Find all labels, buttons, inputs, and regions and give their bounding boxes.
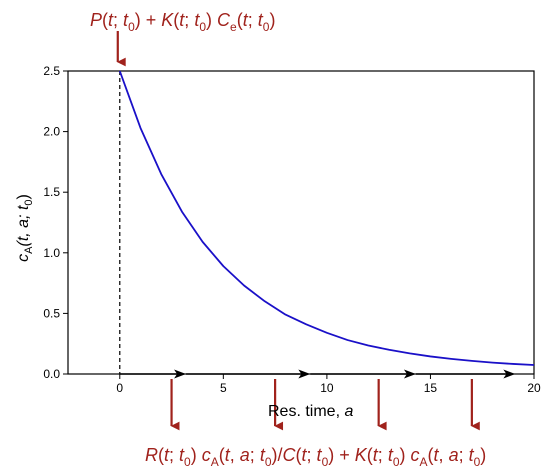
equation-token: , (439, 445, 449, 465)
equation-token: 0 (322, 455, 329, 469)
equation-token: 0 (199, 20, 206, 34)
equation-token: t (194, 10, 200, 30)
equation-token: t (258, 10, 264, 30)
equation-token: ; (184, 10, 194, 30)
equation-token: ( (102, 10, 108, 30)
x-tick-label: 5 (220, 381, 227, 395)
y-tick-label: 0.0 (43, 367, 60, 381)
equation-token: C (217, 10, 231, 30)
equation-token: ) + (328, 445, 355, 465)
equation-token: t (179, 445, 185, 465)
y-axis-ticks: 0.0 0.5 1.0 1.5 2.0 2.5 (43, 64, 68, 381)
flow-arrow-head (403, 369, 416, 379)
equation-token: ; (307, 445, 317, 465)
flow-arrow-head (503, 369, 516, 379)
y-tick-label: 2.0 (43, 125, 60, 139)
equation-token: ; (459, 445, 469, 465)
equation-token: ( (428, 445, 434, 465)
equation-token: ) (206, 10, 217, 30)
equation-token: t (225, 445, 231, 465)
y-tick-label: 1.0 (43, 246, 60, 260)
x-axis-title-var: a (344, 403, 353, 420)
equation-token: K (355, 445, 368, 465)
equation-token: t (108, 10, 114, 30)
plot-border (67, 70, 535, 375)
equation-token: t (302, 445, 308, 465)
equation-token: e (230, 20, 237, 34)
equation-token: t (164, 445, 170, 465)
equation-token: ; (250, 445, 260, 465)
equation-token: ( (219, 445, 225, 465)
equation-token: 0 (265, 455, 272, 469)
equation-token: t (434, 445, 440, 465)
concentration-series-line (118, 70, 535, 366)
equation-token: ) (400, 445, 411, 465)
equation-token: ( (237, 10, 243, 30)
equation-token: t (179, 10, 185, 30)
equation-token: ( (367, 445, 373, 465)
concentration-curve (118, 70, 535, 366)
equation-token: C (283, 445, 297, 465)
equation-token: t (123, 10, 129, 30)
flow-arrows (119, 369, 516, 379)
x-axis-ticks: 0 5 10 15 20 (116, 374, 541, 395)
equation-token: 0 (128, 20, 135, 34)
equation-token: ) + (135, 10, 162, 30)
x-tick-label: 15 (424, 381, 438, 395)
equation-token: c (202, 445, 211, 465)
equation-token: ( (173, 10, 179, 30)
equation-token: K (161, 10, 174, 30)
y-title-sub: A (23, 246, 35, 254)
equation-token: R (145, 445, 158, 465)
equation-token: c (411, 445, 420, 465)
equation-token: A (211, 455, 219, 469)
equation-token: t (317, 445, 323, 465)
equation-token: a (240, 445, 250, 465)
equation-token: a (449, 445, 459, 465)
flow-arrow-head (174, 369, 187, 379)
equation-token: , (230, 445, 240, 465)
x-tick-label: 0 (116, 381, 123, 395)
equation-token: 0 (184, 455, 191, 469)
x-axis-title: Res. time, a (268, 403, 353, 420)
y-title-args: (t, a; t (15, 205, 32, 246)
y-tick-label: 1.5 (43, 185, 60, 199)
equation-token: )/ (272, 445, 283, 465)
equation-token: ) (480, 445, 486, 465)
equation-token: t (243, 10, 249, 30)
equation-token: ) (191, 445, 202, 465)
equation-token: ( (158, 445, 164, 465)
y-title-c: c (15, 254, 32, 262)
equation-token: ; (169, 445, 179, 465)
equation-token: t (260, 445, 266, 465)
x-tick-label: 20 (527, 381, 541, 395)
top-boundary-equation: P(t; t0) + K(t; t0) Ce(t; t0) (90, 10, 275, 34)
equation-token: ( (296, 445, 302, 465)
y-tick-label: 0.5 (43, 306, 60, 320)
equation-token: ; (248, 10, 258, 30)
annotation-arrows (116, 31, 480, 431)
bottom-outflow-equation: R(t; t0) cA(t, a; t0)/C(t; t0) + K(t; t0… (145, 445, 486, 469)
equation-token: A (420, 455, 428, 469)
y-axis-title: cA(t, a; t0) (15, 194, 35, 262)
equation-token: ) (269, 10, 275, 30)
equation-token: t (373, 445, 379, 465)
equation-token: 0 (393, 455, 400, 469)
x-axis-title-text: Res. time, (268, 403, 344, 420)
y-title-close: ) (15, 194, 32, 199)
equation-token: 0 (474, 455, 481, 469)
x-tick-label: 10 (320, 381, 334, 395)
y-title-sub0: 0 (23, 199, 35, 205)
plot-frame (67, 70, 535, 375)
flow-arrow-head (298, 369, 311, 379)
equation-token: P (90, 10, 102, 30)
equation-token: t (388, 445, 394, 465)
equation-token: 0 (263, 20, 270, 34)
equation-token: ; (378, 445, 388, 465)
equation-token: t (469, 445, 475, 465)
y-tick-label: 2.5 (43, 64, 60, 78)
equation-token: ; (113, 10, 123, 30)
